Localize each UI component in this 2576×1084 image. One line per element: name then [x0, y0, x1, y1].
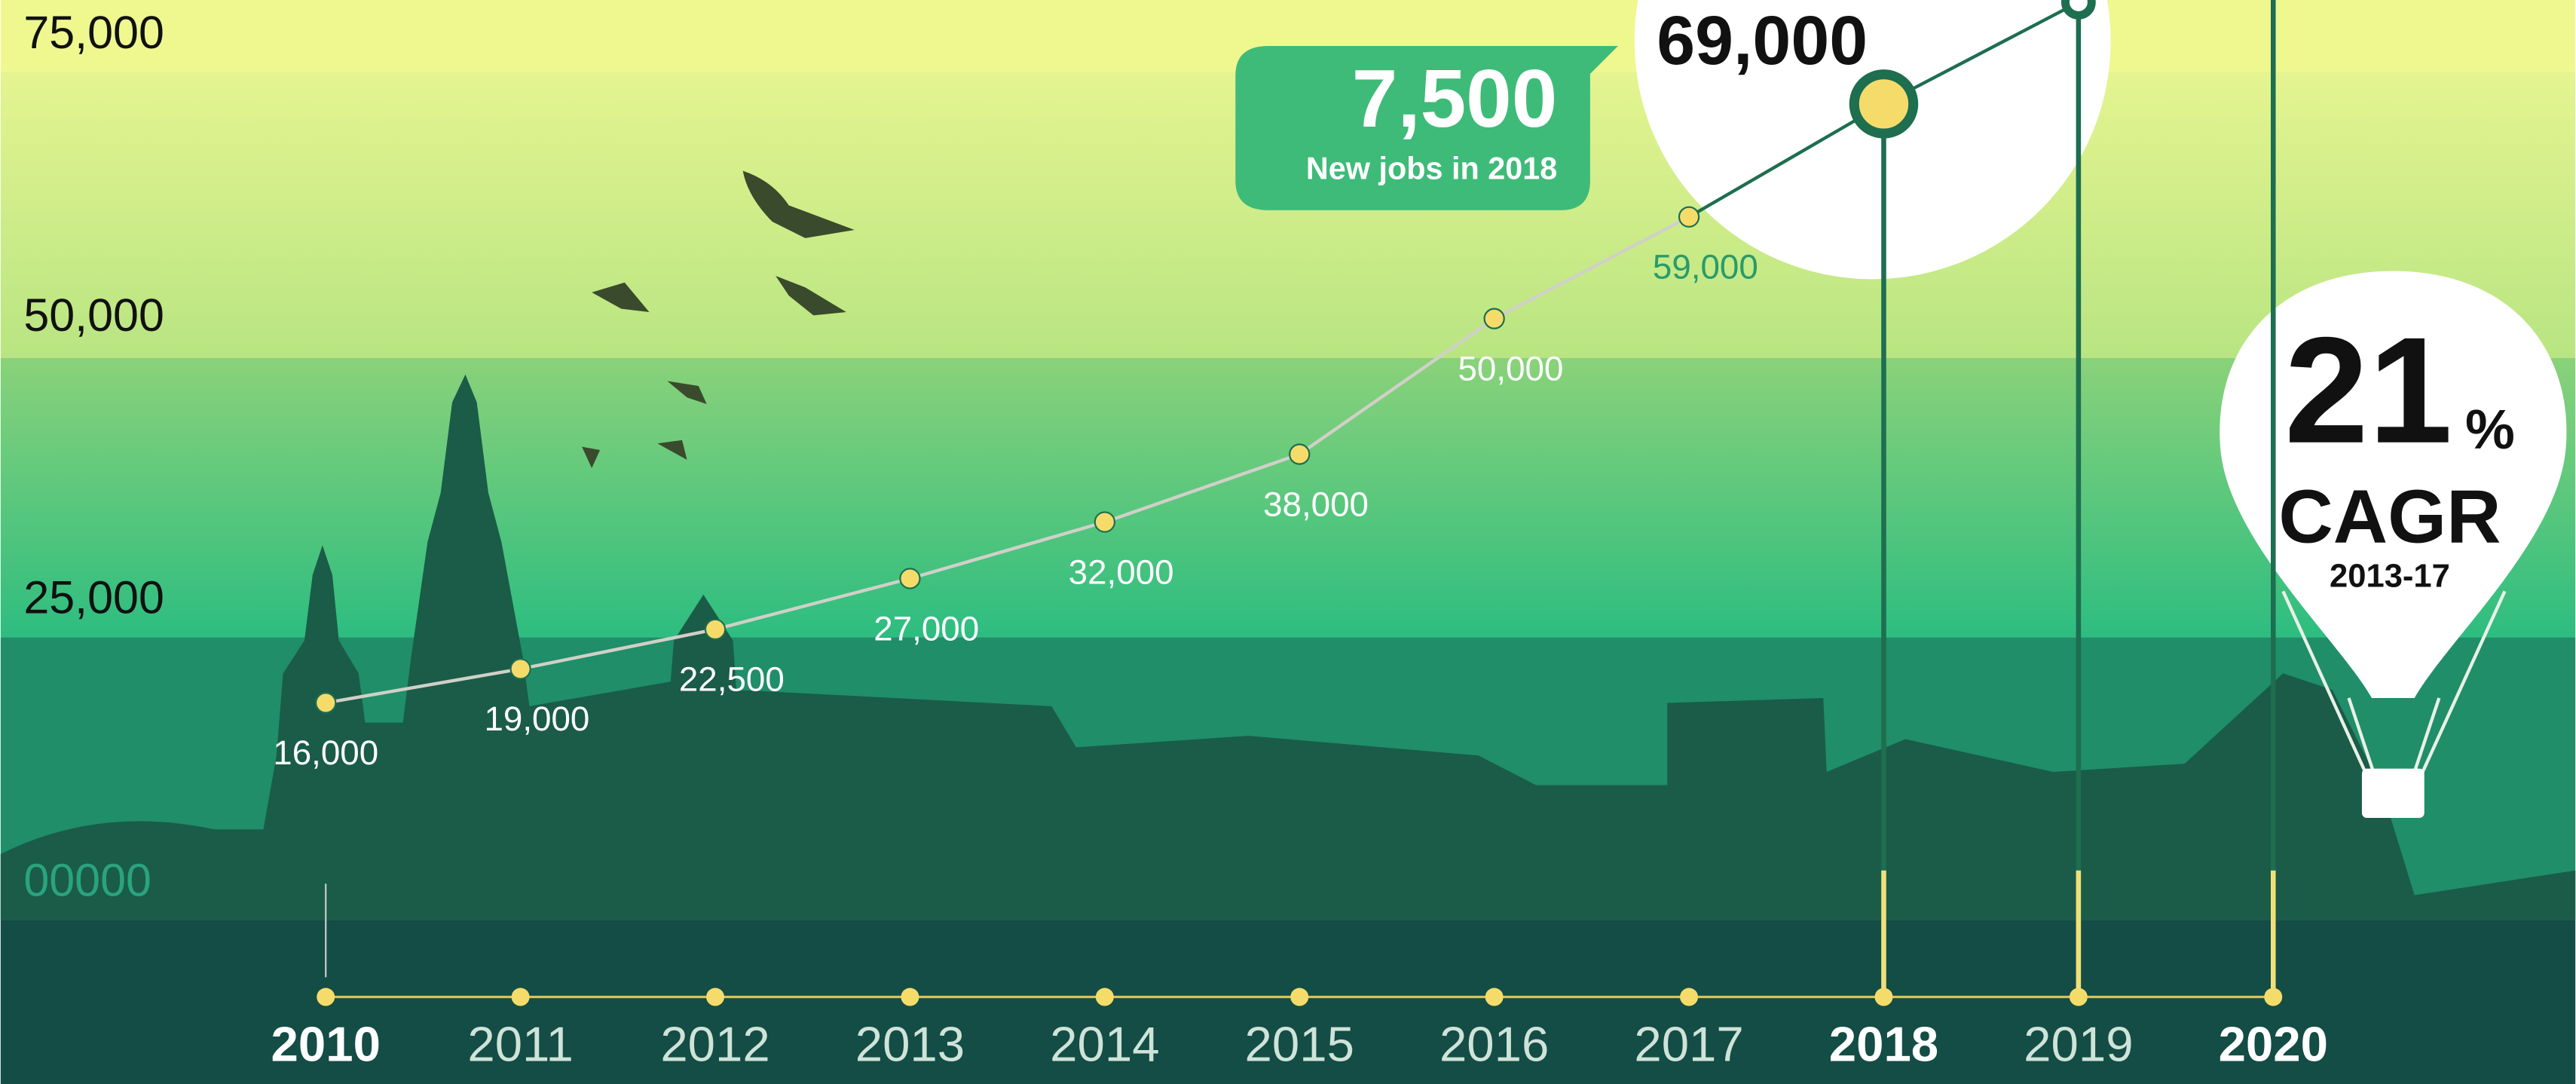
birds	[582, 170, 855, 468]
x-tick-label: 2017	[1634, 1016, 1743, 1071]
point	[1849, 69, 1919, 139]
value-label: 19,000	[484, 700, 589, 738]
y-tick-label: 75,000	[23, 7, 164, 58]
value-label: 16,000	[273, 733, 378, 772]
balloon-value: 21	[2284, 307, 2452, 475]
value-label: 32,000	[1069, 553, 1174, 591]
point	[1483, 308, 1505, 329]
axis-dot	[1485, 988, 1504, 1006]
axis-dot	[1680, 988, 1699, 1006]
callout-value: 7,500	[1352, 53, 1558, 145]
point	[704, 618, 727, 641]
x-tick-label: 2014	[1050, 1016, 1159, 1071]
point	[315, 692, 337, 714]
balloon-unit: %	[2465, 398, 2515, 461]
value-label: 59,000	[1653, 248, 1758, 286]
x-tick-label: 2013	[855, 1016, 965, 1071]
balloon	[2220, 271, 2567, 819]
axis-dot	[2264, 988, 2283, 1006]
axis-dot	[706, 988, 725, 1006]
point	[899, 568, 921, 589]
axis-dot	[2069, 988, 2088, 1006]
axis-dot	[317, 988, 335, 1006]
axis-dot	[1290, 988, 1309, 1006]
point	[509, 658, 531, 680]
callout-box	[1235, 46, 1618, 210]
y-tick-label: 50,000	[23, 289, 164, 341]
axis-dot	[1095, 988, 1114, 1006]
point	[1678, 206, 1700, 228]
highlight-circle	[1634, 0, 2111, 280]
value-label: 50,000	[1458, 349, 1563, 387]
y-tick-label: 25,000	[23, 572, 164, 623]
point	[1094, 511, 1116, 533]
x-tick-label: 2020	[2219, 1016, 2328, 1071]
value-label: 27,000	[873, 609, 979, 648]
x-tick-label: 2019	[2024, 1016, 2133, 1071]
value-label: 22,500	[679, 660, 785, 699]
point	[1289, 443, 1311, 465]
y-tick-label: 00000	[23, 854, 151, 905]
x-tick-label: 2012	[660, 1016, 769, 1071]
axis-dot	[901, 988, 919, 1006]
x-tick-label: 2018	[1829, 1016, 1938, 1071]
axis-dot	[511, 988, 530, 1006]
axis-dot	[1874, 988, 1893, 1006]
value-label: 69,000	[1657, 2, 1868, 79]
x-tick-label: 2010	[271, 1016, 381, 1071]
callout-text: New jobs in 2018	[1306, 152, 1557, 186]
balloon-label: CAGR	[2278, 474, 2501, 559]
band	[0, 920, 2576, 1084]
skyline	[0, 374, 2576, 920]
balloon-period: 2013-17	[2330, 558, 2450, 594]
x-tick-label: 2016	[1439, 1016, 1549, 1071]
x-tick-label: 2015	[1245, 1016, 1354, 1071]
line	[325, 1, 2079, 705]
x-tick-label: 2011	[467, 1016, 574, 1071]
point	[2060, 0, 2096, 20]
value-label: 38,000	[1263, 485, 1369, 523]
